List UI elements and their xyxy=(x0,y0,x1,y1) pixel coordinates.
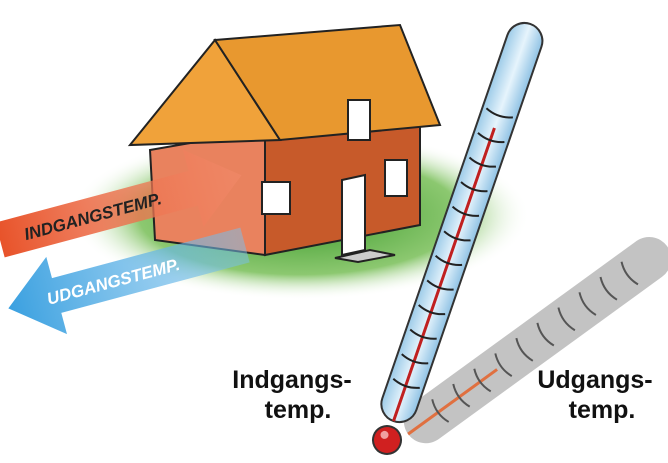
inlet-label: Indgangs- xyxy=(232,366,351,394)
outlet-label: Udgangs- xyxy=(537,366,652,394)
inlet-label: temp. xyxy=(265,396,332,424)
house xyxy=(130,25,440,262)
illustration: INDGANGSTEMP. UDGANGSTEMP. Indgangs- tem… xyxy=(0,0,668,463)
outlet-label: temp. xyxy=(569,396,636,424)
